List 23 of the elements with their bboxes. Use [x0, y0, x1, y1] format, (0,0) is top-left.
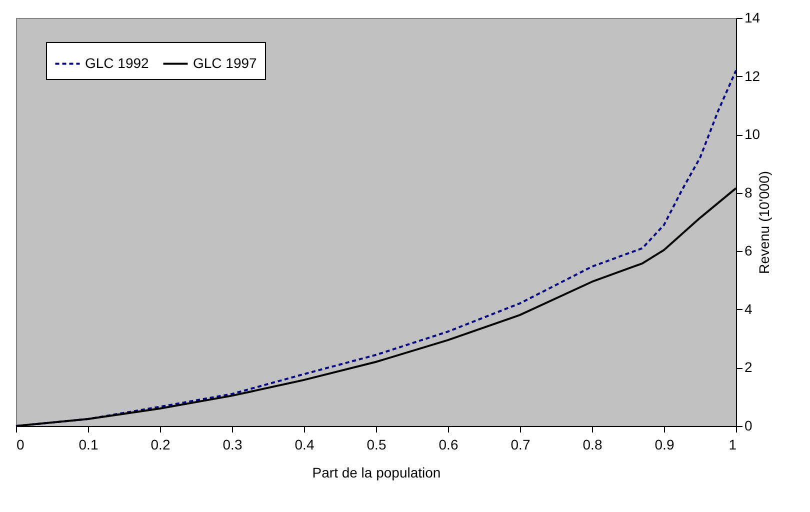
y-tick-label: 14: [744, 10, 760, 26]
x-tick-label: 0.2: [150, 436, 170, 452]
y-tick-label: 8: [744, 184, 752, 200]
y-tick-label: 6: [744, 242, 752, 259]
legend-label: GLC 1992: [85, 54, 150, 71]
x-tick-label: 0.7: [510, 436, 530, 452]
x-tick-label: 0.3: [222, 436, 242, 452]
y-axis-title: Revenu (10'000): [756, 170, 772, 274]
x-tick-label: 0.1: [78, 436, 98, 452]
x-tick-label: 1: [728, 436, 737, 452]
x-tick-label: 0.5: [366, 436, 386, 452]
x-tick-label: 0.4: [294, 436, 314, 452]
legend-label: GLC 1997: [193, 54, 258, 71]
x-tick-label: 0.9: [654, 436, 674, 452]
x-tick-label: 0: [16, 436, 24, 452]
y-tick-label: 2: [744, 359, 752, 376]
x-axis-title: Part de la population: [312, 464, 441, 480]
y-tick-label: 4: [744, 300, 752, 317]
y-tick-label: 10: [744, 126, 760, 142]
y-tick-label: 0: [744, 418, 752, 434]
x-tick-label: 0.8: [582, 436, 602, 452]
y-tick-label: 12: [744, 68, 760, 84]
x-tick-label: 0.6: [438, 436, 458, 452]
